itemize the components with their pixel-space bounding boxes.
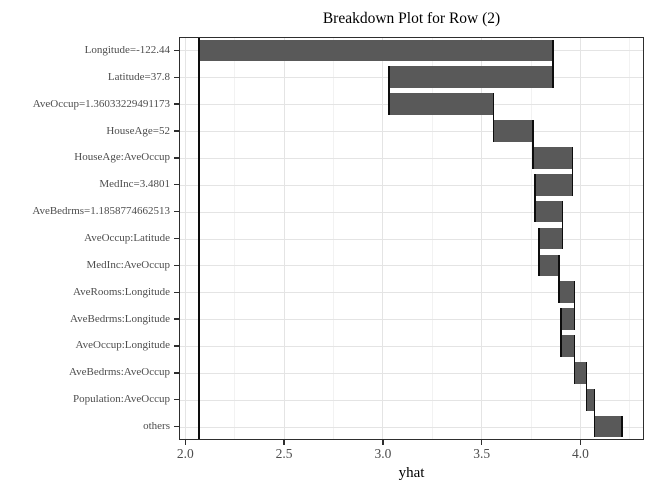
y-axis-label: HouseAge:AveOccup	[74, 151, 170, 164]
connector-line	[492, 93, 495, 142]
x-axis-tick	[283, 440, 285, 445]
connector-line	[593, 388, 596, 438]
breakdown-bar	[538, 254, 559, 277]
x-axis-tick-label: 2.0	[176, 446, 194, 461]
y-axis-tick	[174, 291, 179, 293]
connector-line	[534, 173, 536, 223]
breakdown-bar	[388, 93, 494, 115]
connector-line	[571, 147, 574, 196]
connector-line	[573, 281, 576, 330]
connector-line	[538, 227, 540, 277]
breakdown-bar	[535, 200, 563, 223]
y-axis-label: AveBedrms:AveOccup	[68, 366, 170, 379]
connector-line	[552, 39, 554, 89]
y-gridline	[179, 345, 644, 347]
breakdown-bar	[594, 415, 622, 438]
breakdown-bar	[535, 173, 573, 196]
x-axis-tick	[579, 440, 582, 445]
y-gridline	[179, 131, 644, 133]
y-axis-label: Longitude=-122.44	[84, 43, 170, 56]
y-axis-tick	[174, 157, 179, 159]
x-axis-tick	[382, 440, 384, 445]
connector-line	[388, 66, 390, 115]
breakdown-bar	[388, 66, 553, 89]
breakdown-bar	[574, 361, 587, 384]
y-axis-tick	[174, 76, 179, 78]
y-axis-tick	[174, 264, 179, 267]
intercept-line	[198, 37, 200, 440]
connector-line	[585, 361, 588, 411]
y-gridline	[179, 399, 644, 401]
x-axis-tick-label: 2.5	[275, 446, 293, 461]
y-axis-label: AveRooms:Longitude	[73, 285, 170, 298]
y-axis-tick	[174, 130, 179, 132]
y-axis-tick	[174, 210, 179, 213]
y-gridline	[179, 426, 644, 428]
y-axis-tick	[174, 425, 179, 428]
y-axis-label: Latitude=37.8	[107, 70, 170, 83]
y-axis-tick	[174, 399, 179, 401]
y-gridline	[179, 211, 644, 213]
y-axis-label: AveOccup=1.36033229491173	[32, 97, 170, 110]
y-axis-tick	[174, 103, 179, 105]
breakdown-bar	[558, 281, 575, 304]
connector-line	[557, 254, 560, 304]
y-axis-label: AveOccup:Longitude	[75, 339, 171, 352]
x-axis-tick-label: 4.0	[572, 446, 589, 461]
y-axis-label: AveBedrms=1.1858774662513	[32, 205, 170, 218]
y-axis-label: others	[143, 420, 170, 433]
breakdown-bar	[560, 335, 575, 357]
y-axis-label: AveBedrms:Longitude	[70, 312, 170, 325]
breakdown-bar	[533, 147, 573, 169]
y-axis-tick	[174, 49, 179, 52]
x-axis-title: yhat	[398, 465, 425, 481]
y-axis-tick	[174, 345, 179, 347]
y-axis-label: AveOccup:Latitude	[84, 232, 170, 244]
y-axis-label: MedInc=3.4801	[99, 178, 170, 191]
x-axis-tick-label: 3.0	[374, 446, 392, 461]
connector-line	[532, 120, 534, 169]
y-gridline	[179, 372, 644, 374]
y-axis-tick	[174, 372, 179, 374]
x-axis-tick	[480, 440, 483, 445]
y-gridline	[179, 184, 644, 186]
connector-line	[573, 335, 576, 384]
y-axis-label: HouseAge=52	[106, 124, 170, 137]
y-axis-label: Population:AveOccup	[73, 393, 170, 406]
y-axis-tick	[174, 318, 179, 320]
connector-line	[621, 415, 623, 438]
y-gridline	[179, 238, 644, 240]
y-gridline	[179, 319, 644, 321]
y-axis-tick	[174, 184, 179, 186]
y-gridline	[179, 265, 644, 267]
y-axis-label: MedInc:AveOccup	[86, 258, 170, 271]
breakdown-bar	[560, 308, 575, 330]
breakdown-bar	[199, 39, 553, 62]
breakdown-bar	[493, 120, 534, 142]
connector-line	[559, 308, 562, 357]
chart-title: Breakdown Plot for Row (2)	[322, 10, 501, 27]
y-gridline	[179, 292, 644, 294]
x-axis-tick	[184, 440, 186, 445]
x-axis-tick-label: 3.5	[473, 446, 491, 461]
y-axis-tick	[174, 237, 179, 240]
breakdown-bar	[538, 227, 563, 250]
connector-line	[561, 200, 564, 250]
breakdown-bar	[586, 388, 595, 411]
y-gridline	[179, 157, 644, 159]
